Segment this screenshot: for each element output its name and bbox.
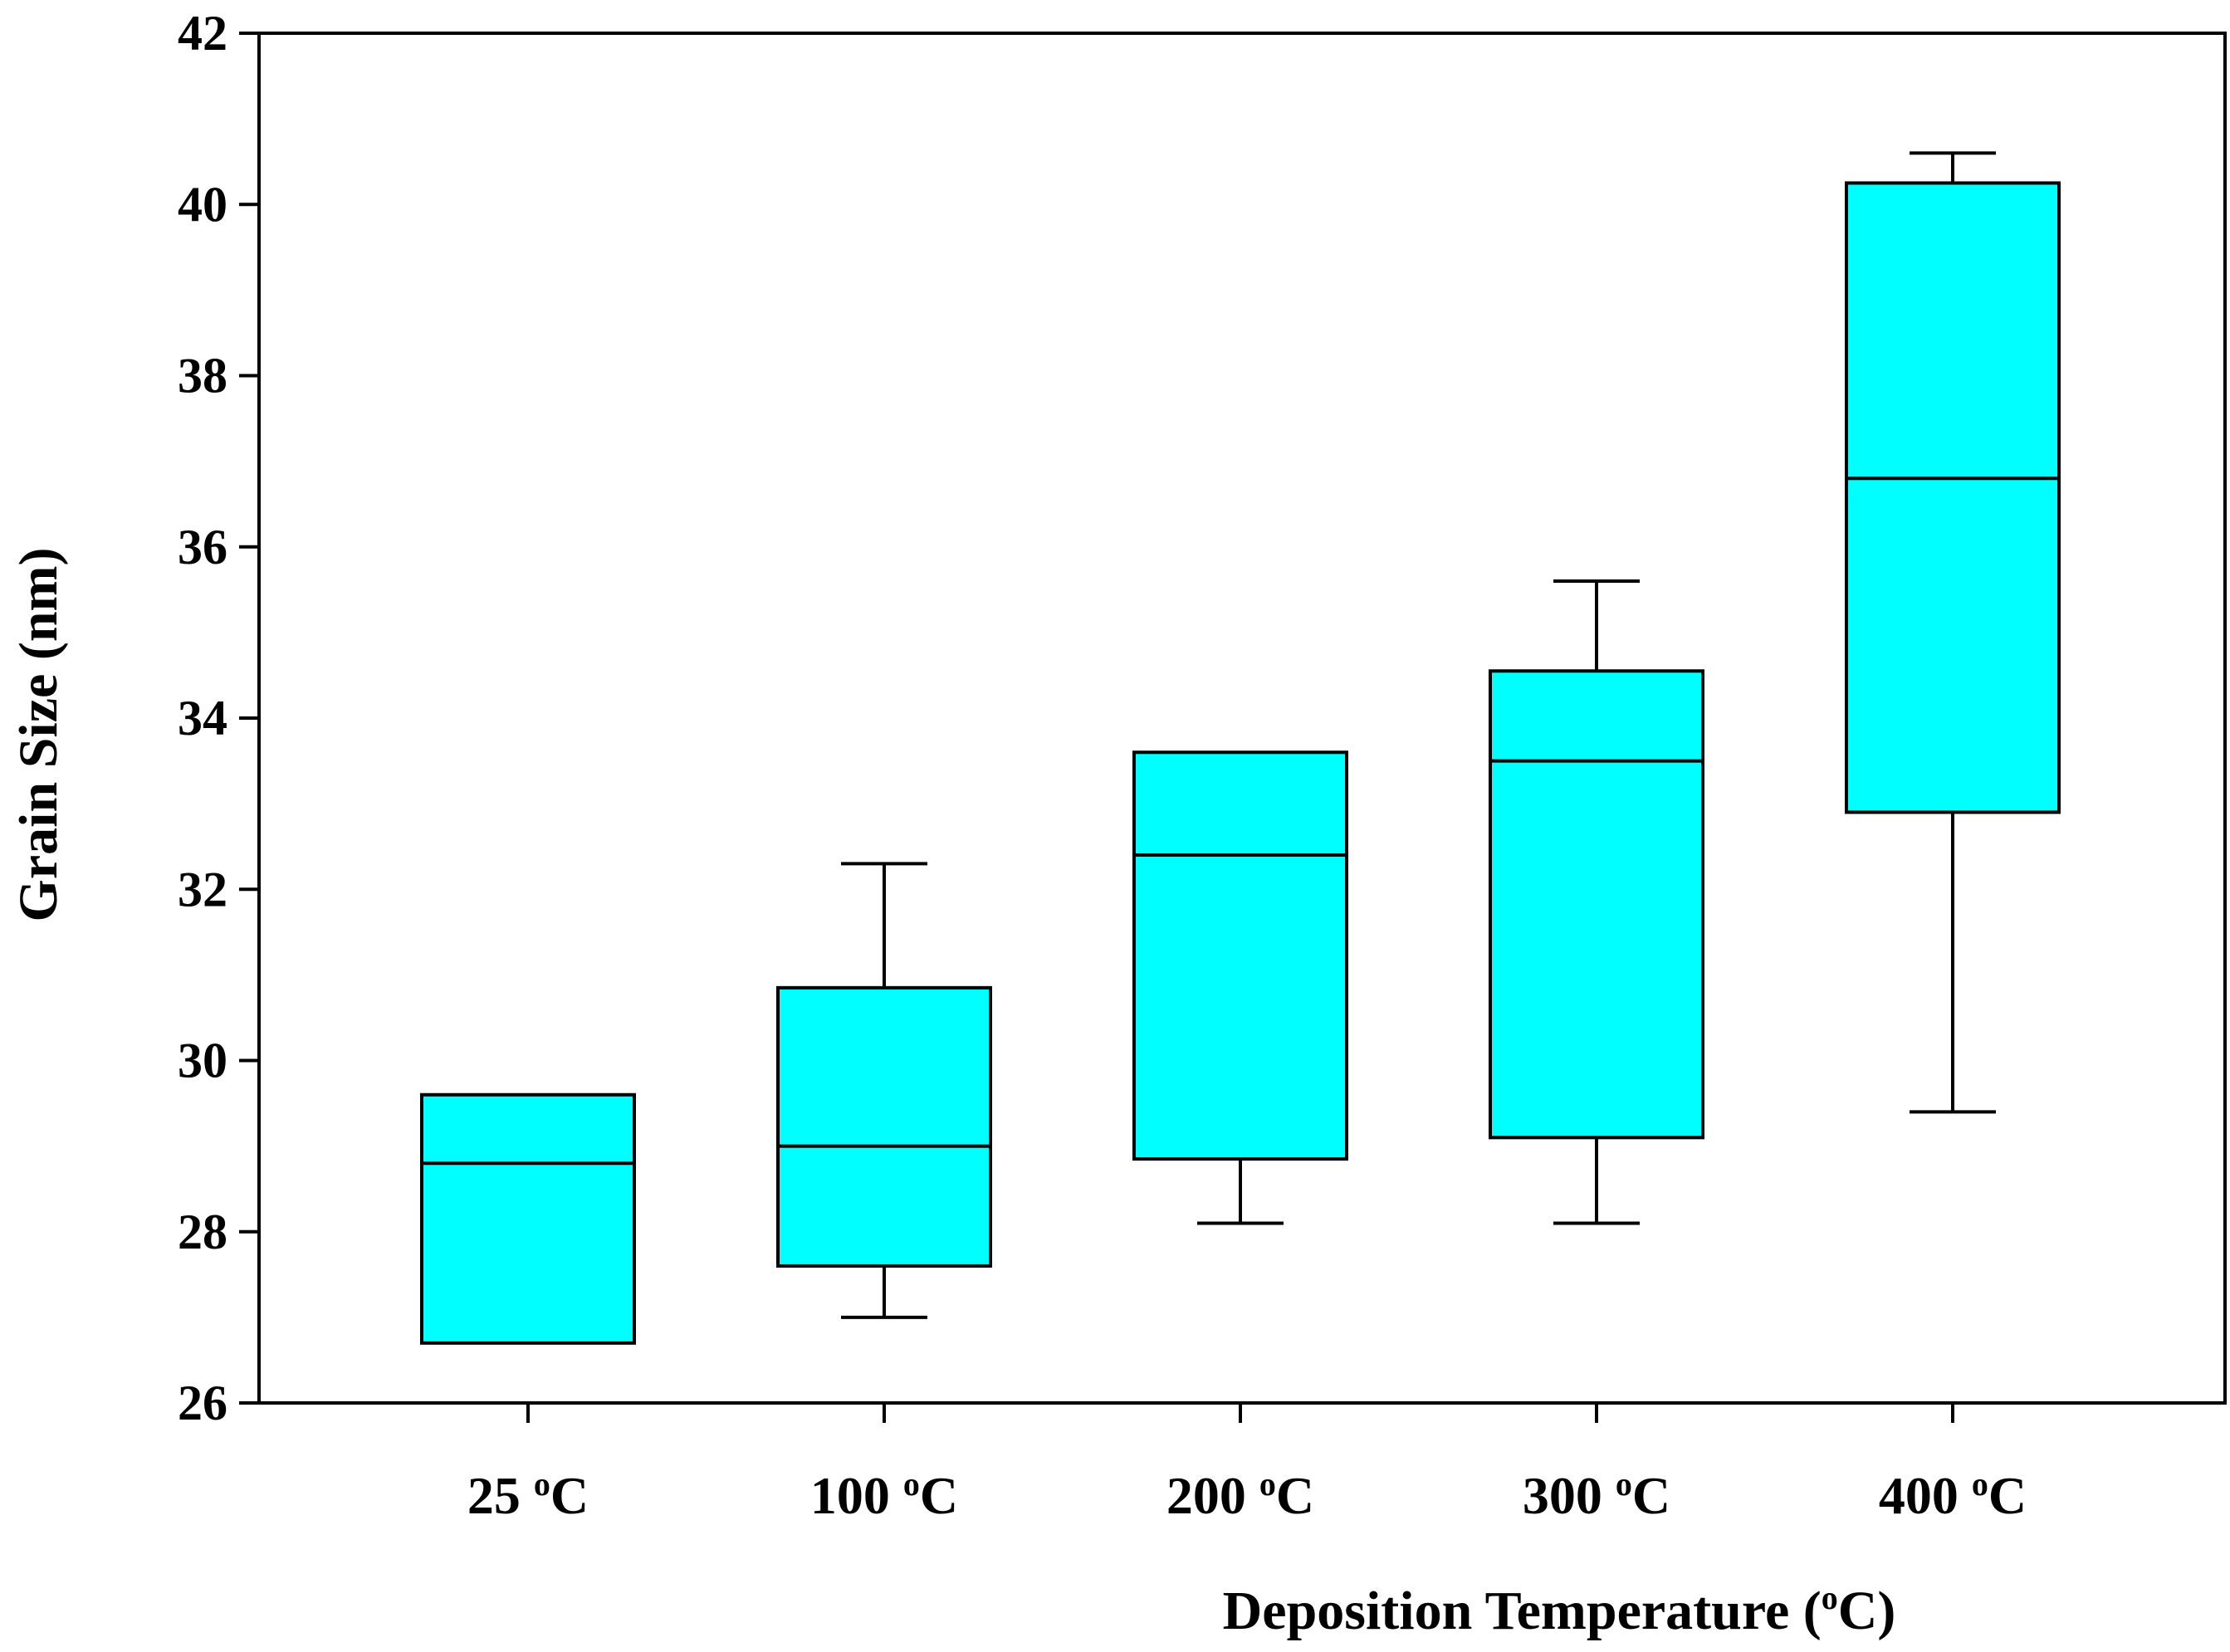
box-iqr [1845, 181, 2061, 814]
x-tick-label-value: 200 [1166, 1466, 1259, 1525]
y-tick-label: 26 [178, 1376, 227, 1430]
x-tick-label-unit: C [920, 1466, 958, 1525]
boxes-layer [420, 151, 2061, 1345]
x-tick-label-superscript: o [1259, 1465, 1276, 1503]
x-tick-label-value: 300 [1523, 1466, 1616, 1525]
y-axis: 26 28 30 32 34 36 38 40 42 [178, 6, 259, 1430]
x-tick-label: 300 oC [1523, 1465, 1670, 1525]
x-axis: 25 oC 100 oC 200 oC 300 oC 400 oC [467, 1403, 2027, 1525]
x-axis-title: Deposition Temperature (oC) [1223, 1579, 1896, 1641]
y-tick-label: 36 [178, 520, 227, 574]
x-tick-label: 100 oC [810, 1465, 958, 1525]
x-tick-label-value: 25 [467, 1466, 534, 1525]
x-tick-label-value: 100 [810, 1466, 903, 1525]
y-tick-label: 42 [178, 6, 227, 61]
x-tick-label-superscript: o [1972, 1465, 1988, 1503]
x-tick-label-superscript: o [534, 1465, 550, 1503]
x-tick-label-superscript: o [1616, 1465, 1632, 1503]
x-tick-label-unit: C [1632, 1466, 1670, 1525]
x-tick-label-unit: C [550, 1466, 589, 1525]
x-axis-title-prefix: Deposition Temperature ( [1223, 1581, 1822, 1641]
x-tick-label: 200 oC [1166, 1465, 1314, 1525]
x-tick-label-superscript: o [903, 1465, 920, 1503]
x-tick-label: 400 oC [1879, 1465, 2027, 1525]
y-tick-label: 34 [178, 691, 227, 745]
y-axis-title: Grain Size (nm) [8, 548, 69, 922]
box-iqr [420, 1092, 636, 1345]
box-iqr [1489, 669, 1704, 1140]
x-tick-label-unit: C [1988, 1466, 2027, 1525]
box-iqr [1132, 750, 1348, 1161]
x-tick-label: 25 oC [467, 1465, 589, 1525]
y-tick-label: 38 [178, 349, 227, 403]
y-tick-label: 28 [178, 1205, 227, 1259]
x-axis-title-superscript: o [1822, 1579, 1838, 1616]
y-tick-label: 30 [178, 1034, 227, 1088]
y-tick-label: 40 [178, 177, 227, 232]
y-tick-label: 32 [178, 862, 227, 916]
x-tick-label-value: 400 [1879, 1466, 1972, 1525]
box-iqr [776, 985, 992, 1268]
x-tick-label-unit: C [1276, 1466, 1314, 1525]
x-axis-title-suffix: C) [1838, 1581, 1896, 1641]
